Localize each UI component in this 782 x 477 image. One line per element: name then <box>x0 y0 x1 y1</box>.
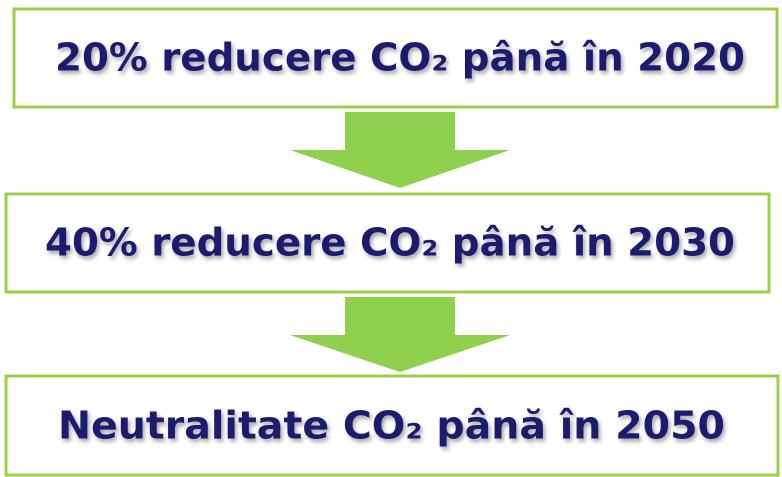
arrow <box>290 297 510 372</box>
step-box <box>4 192 771 294</box>
arrow <box>290 112 510 188</box>
step-box <box>12 7 779 109</box>
step-label: 20% reducere CO₂ până în 2020 <box>55 36 745 80</box>
step-box <box>4 374 780 477</box>
step-label: 40% reducere CO₂ până în 2030 <box>45 221 735 265</box>
step-label: Neutralitate CO₂ până în 2050 <box>58 404 725 448</box>
